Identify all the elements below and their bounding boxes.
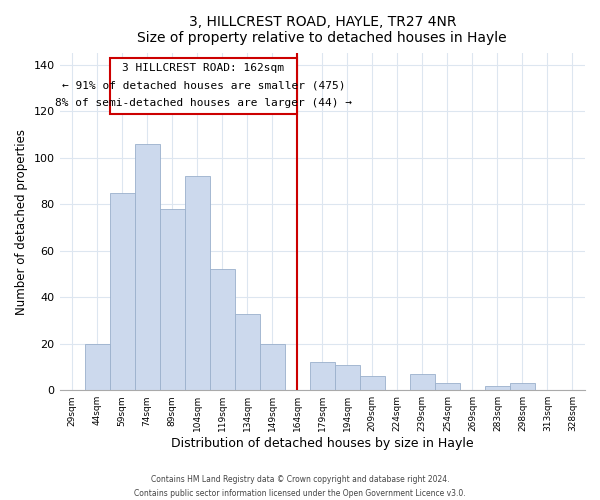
Bar [235,314,260,390]
Bar [435,383,460,390]
Bar [85,344,110,390]
Bar [260,344,285,390]
Text: 3 HILLCREST ROAD: 162sqm: 3 HILLCREST ROAD: 162sqm [122,62,284,72]
Title: 3, HILLCREST ROAD, HAYLE, TR27 4NR
Size of property relative to detached houses : 3, HILLCREST ROAD, HAYLE, TR27 4NR Size … [137,15,507,45]
Bar [209,270,235,390]
X-axis label: Distribution of detached houses by size in Hayle: Distribution of detached houses by size … [171,437,473,450]
Bar [310,362,335,390]
Bar [160,209,185,390]
Bar [134,144,160,390]
Bar [110,192,134,390]
Bar [510,383,535,390]
Bar [335,364,360,390]
Bar [410,374,435,390]
Bar [485,386,510,390]
Y-axis label: Number of detached properties: Number of detached properties [15,129,28,315]
Text: ← 91% of detached houses are smaller (475): ← 91% of detached houses are smaller (47… [62,80,345,90]
FancyBboxPatch shape [110,58,297,114]
Text: Contains HM Land Registry data © Crown copyright and database right 2024.
Contai: Contains HM Land Registry data © Crown c… [134,476,466,498]
Bar [360,376,385,390]
Text: 8% of semi-detached houses are larger (44) →: 8% of semi-detached houses are larger (4… [55,98,352,108]
Bar [185,176,209,390]
